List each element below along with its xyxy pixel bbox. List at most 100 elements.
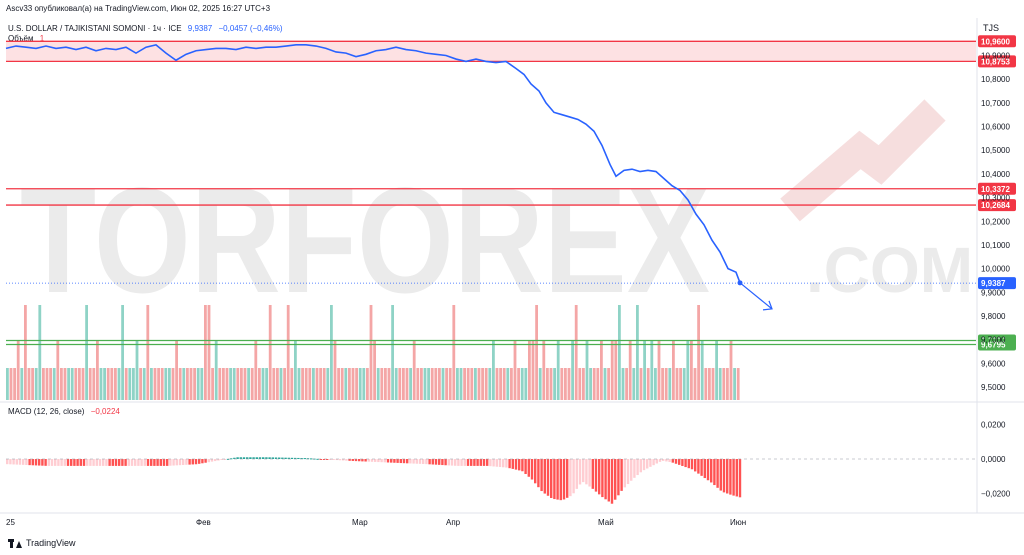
volume-bar xyxy=(639,368,643,400)
price-tick-label: 10,3000 xyxy=(981,194,1010,203)
macd-bar xyxy=(367,459,370,462)
macd-bar xyxy=(684,459,687,468)
volume-bar xyxy=(330,305,333,400)
volume-bar xyxy=(394,368,398,400)
level-label-bg xyxy=(978,182,1016,195)
macd-bar xyxy=(738,459,742,498)
time-tick-label: 25 xyxy=(6,518,15,527)
macd-bar xyxy=(665,459,668,462)
volume-bar xyxy=(218,368,222,400)
macd-bar xyxy=(268,457,271,459)
volume-bar xyxy=(646,368,650,400)
macd-bar xyxy=(38,459,41,466)
volume-bar xyxy=(88,368,92,400)
macd-bar xyxy=(178,459,182,466)
macd-bar xyxy=(566,459,569,498)
macd-bar xyxy=(281,457,284,459)
volume-bar xyxy=(175,340,178,400)
macd-bar xyxy=(620,459,623,491)
macd-bar xyxy=(486,459,489,466)
volume-bar xyxy=(636,305,639,400)
macd-bar xyxy=(617,459,620,496)
volume-bar xyxy=(279,368,283,400)
volume-bar xyxy=(13,368,16,400)
volume-bar xyxy=(398,368,402,400)
volume-bar xyxy=(34,368,38,400)
volume-bar xyxy=(99,368,103,400)
macd-bar xyxy=(63,459,66,466)
symbol-name[interactable]: U.S. DOLLAR / TAJIKISTANI SOMONI · 1ч · … xyxy=(8,24,182,33)
price-tick-label: 10,1000 xyxy=(981,241,1010,250)
macd-bar xyxy=(86,459,89,466)
macd-bar xyxy=(722,459,726,493)
volume-bar xyxy=(135,340,139,400)
macd-label[interactable]: MACD (12, 26, close) xyxy=(8,407,85,416)
macd-bar xyxy=(530,459,534,480)
volume-bar xyxy=(488,368,492,400)
macd-bar xyxy=(230,458,233,460)
time-tick-label: Апр xyxy=(446,518,461,527)
volume-bar xyxy=(254,340,258,400)
volume-bar xyxy=(290,368,294,400)
macd-bar xyxy=(537,459,540,488)
volume-bar xyxy=(229,368,232,400)
macd-bar xyxy=(370,459,374,462)
volume-bar xyxy=(81,368,85,400)
macd-bar xyxy=(236,457,239,459)
macd-bar xyxy=(332,459,335,460)
volume-bar xyxy=(506,368,510,400)
price-tick-label: 10,2000 xyxy=(981,217,1010,226)
macd-bar xyxy=(246,457,249,459)
macd-bar xyxy=(454,459,457,466)
volume-bar xyxy=(369,305,373,400)
price-tick-label: 9,8000 xyxy=(981,312,1006,321)
macd-bar xyxy=(210,459,214,462)
volume-label[interactable]: Объём xyxy=(8,34,34,43)
level-label-bg xyxy=(978,338,1016,351)
macd-bar xyxy=(418,459,422,464)
volume-bar xyxy=(610,340,614,400)
macd-bar xyxy=(614,459,617,500)
macd-bar xyxy=(54,459,57,466)
volume-bar xyxy=(27,368,31,400)
volume-bar xyxy=(416,368,420,400)
macd-bar xyxy=(217,459,220,461)
macd-bar xyxy=(623,459,626,488)
volume-bar xyxy=(132,368,135,400)
macd-bar xyxy=(431,459,434,465)
publisher-line: Ascv33 опубликовал(а) на TradingView.com… xyxy=(6,4,271,13)
volume-bar xyxy=(308,368,312,400)
macd-bar xyxy=(514,459,518,470)
volume-bar xyxy=(261,368,265,400)
tradingview-branding: TradingView xyxy=(8,538,76,548)
macd-bar xyxy=(610,459,614,504)
macd-bar xyxy=(22,459,25,465)
macd-bar xyxy=(402,459,406,464)
last-price-dot xyxy=(737,280,743,286)
volume-bar xyxy=(301,368,304,400)
level-label: 10,3372 xyxy=(981,185,1010,194)
volume-bar xyxy=(524,368,528,400)
macd-bar xyxy=(425,459,428,465)
price-tick-label: 10,9000 xyxy=(981,52,1010,61)
volume-bar xyxy=(495,368,499,400)
macd-bar xyxy=(297,457,300,459)
volume-bar xyxy=(326,368,330,400)
macd-bar xyxy=(124,459,127,466)
volume-bar xyxy=(362,368,366,400)
macd-bar xyxy=(556,459,559,500)
macd-bar xyxy=(719,459,722,491)
volume-bar xyxy=(711,368,715,400)
price-tick-label: 10,6000 xyxy=(981,123,1010,132)
macd-value: −0,0224 xyxy=(90,407,120,416)
volume-bar xyxy=(380,368,384,400)
macd-bar xyxy=(153,459,156,466)
volume-bar xyxy=(286,305,290,400)
volume-bar xyxy=(650,340,654,400)
volume-bar xyxy=(549,368,553,400)
macd-bar xyxy=(146,459,150,466)
volume-bar xyxy=(196,368,200,400)
volume-bar xyxy=(513,340,517,400)
volume-bar xyxy=(542,340,546,400)
